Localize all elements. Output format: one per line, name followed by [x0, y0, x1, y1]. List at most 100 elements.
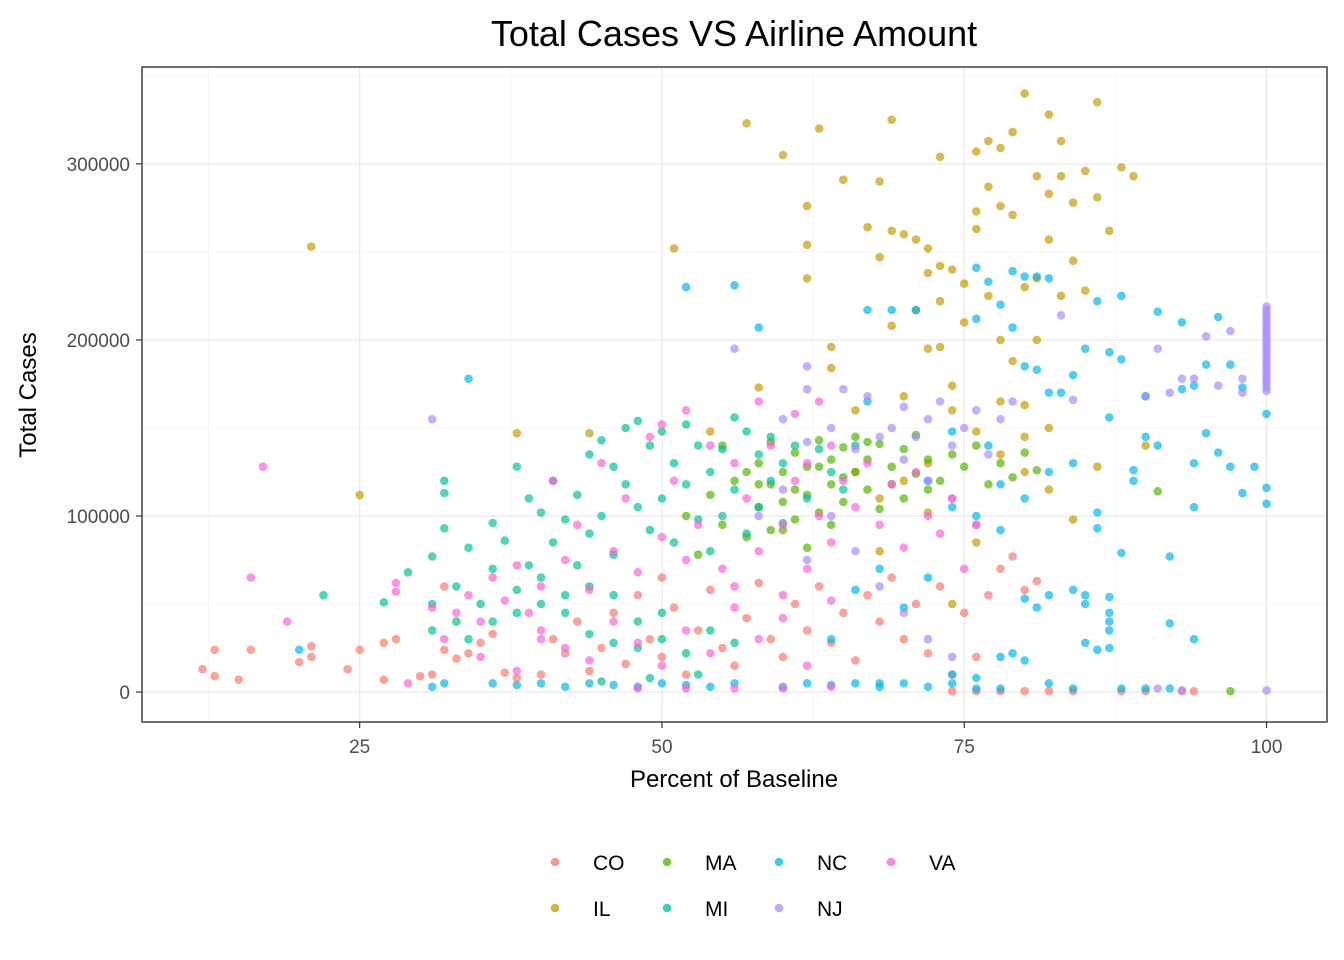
data-point-nc	[1117, 548, 1126, 558]
data-point-co	[657, 573, 667, 582]
data-point-nc	[851, 585, 860, 595]
data-point-nc	[1105, 608, 1114, 618]
data-point-co	[464, 649, 473, 658]
data-point-nc	[1226, 360, 1235, 369]
data-point-il	[923, 268, 933, 278]
legend-label-mi: MI	[705, 898, 728, 921]
data-point-co	[476, 638, 485, 648]
legend-key-va	[886, 857, 896, 867]
data-point-il	[875, 546, 884, 556]
data-point-nj	[826, 511, 836, 521]
legend-label-co: CO	[593, 852, 625, 875]
data-point-co	[706, 585, 715, 595]
data-point-co	[1008, 552, 1017, 561]
data-point-mi	[657, 608, 667, 618]
data-point-nj	[802, 555, 812, 565]
data-point-co	[730, 661, 739, 670]
data-point-va	[790, 476, 800, 486]
data-point-nc	[996, 480, 1005, 489]
data-point-nc	[996, 652, 1005, 662]
data-point-co	[863, 590, 872, 600]
data-point-co	[210, 671, 219, 681]
data-point-va	[597, 458, 606, 468]
data-point-ma	[839, 497, 848, 507]
data-point-mi	[464, 634, 473, 644]
data-point-ma	[802, 543, 812, 552]
data-point-ma	[887, 462, 896, 472]
data-point-nj	[1189, 374, 1199, 384]
data-point-mi	[681, 420, 691, 429]
data-point-mi	[730, 638, 739, 648]
legend-key-co	[550, 857, 560, 867]
data-point-il	[996, 201, 1005, 211]
data-point-co	[766, 634, 776, 644]
data-point-mi	[548, 538, 558, 547]
data-point-nj	[996, 414, 1005, 424]
data-point-nc	[1189, 458, 1199, 468]
data-point-il	[935, 296, 945, 306]
data-point-il	[1093, 462, 1102, 472]
data-point-ma	[1226, 686, 1235, 696]
data-point-il	[947, 381, 957, 391]
data-point-il	[839, 175, 848, 184]
data-point-va	[766, 441, 776, 450]
data-point-nc	[1153, 307, 1162, 317]
data-point-nc	[984, 441, 993, 450]
data-point-nc	[1020, 656, 1029, 665]
data-point-nj	[851, 444, 860, 454]
data-point-va	[427, 603, 437, 612]
chart-title: Total Cases VS Airline Amount	[491, 13, 977, 54]
data-point-nc	[1044, 388, 1054, 398]
legend-item-mi: MI	[662, 898, 728, 921]
legend-label-il: IL	[593, 898, 611, 921]
data-point-va	[754, 634, 763, 644]
data-point-nc	[972, 511, 981, 521]
data-point-ma	[863, 437, 872, 447]
data-point-il	[1080, 166, 1090, 176]
data-point-va	[826, 441, 836, 450]
data-point-nc	[996, 525, 1005, 535]
data-point-co	[899, 634, 909, 644]
y-tick-label: 200000	[67, 331, 130, 352]
data-point-nc	[1105, 347, 1114, 357]
data-point-il	[1056, 171, 1066, 181]
data-point-il	[1068, 515, 1078, 524]
data-point-mi	[560, 608, 570, 618]
data-point-mi	[657, 634, 667, 644]
data-point-va	[585, 585, 594, 595]
data-point-va	[706, 441, 715, 450]
data-point-mi	[609, 462, 618, 472]
data-point-nc	[512, 680, 522, 690]
legend-key-nc	[774, 857, 784, 867]
data-point-il	[802, 274, 812, 283]
data-point-nc	[1213, 448, 1223, 457]
data-point-mi	[536, 599, 546, 609]
data-point-va	[693, 520, 703, 530]
data-point-ma	[693, 550, 703, 559]
data-point-il	[1020, 467, 1029, 477]
data-point-il	[887, 115, 896, 125]
data-point-il	[1020, 400, 1029, 410]
data-point-mi	[669, 458, 679, 468]
data-point-co	[645, 634, 655, 644]
data-point-nc	[1213, 312, 1223, 322]
data-point-nc	[440, 679, 449, 688]
data-point-mi	[488, 617, 498, 626]
legend-item-co: CO	[550, 852, 625, 875]
data-point-va	[778, 590, 788, 600]
data-point-va	[959, 564, 969, 574]
data-point-ma	[706, 490, 715, 500]
data-point-mi	[585, 629, 594, 639]
data-point-mi	[693, 670, 703, 679]
data-point-nc	[947, 427, 957, 436]
data-point-va	[536, 634, 546, 644]
data-point-va	[790, 409, 800, 419]
data-point-ma	[814, 462, 824, 472]
data-point-ma	[754, 458, 763, 468]
data-point-mi	[706, 467, 715, 477]
data-point-nc	[1177, 318, 1187, 327]
data-point-nc	[1238, 488, 1247, 498]
data-point-va	[282, 617, 292, 626]
data-point-il	[1020, 89, 1029, 98]
